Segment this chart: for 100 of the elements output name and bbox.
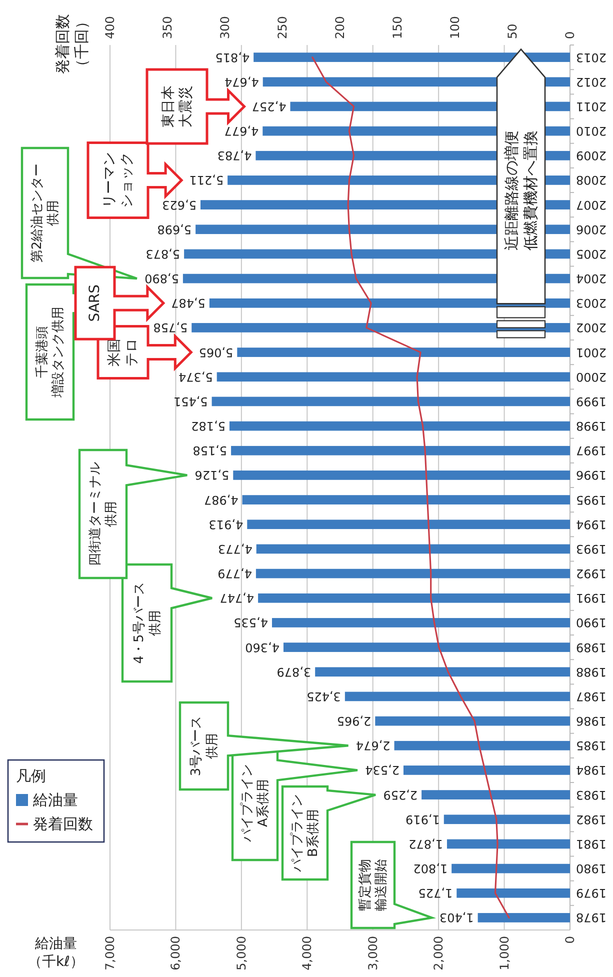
bar: [446, 839, 570, 849]
data-label: 1,872: [408, 836, 443, 851]
data-label: 4,913: [208, 517, 244, 532]
x-tick-label: 4,000: [300, 936, 314, 970]
legend-label: 給油量: [32, 791, 78, 809]
y-tick-label: 1981: [576, 836, 607, 851]
data-label: 4,535: [234, 616, 268, 630]
data-label: 4,257: [252, 99, 286, 114]
bar: [247, 520, 570, 530]
y-tick-label: 1986: [576, 714, 607, 728]
y-tick-label: 2013: [576, 50, 607, 64]
data-label: 4,677: [224, 124, 259, 138]
bar: [283, 642, 570, 652]
text: 第2給油センター供用: [29, 163, 61, 263]
x2-tick-label: 250: [276, 16, 290, 39]
x2-tick-label: 150: [390, 16, 404, 39]
y-tick-label: 2003: [576, 296, 607, 310]
bar: [452, 864, 570, 874]
data-label: 4,779: [218, 566, 252, 581]
y-tick-label: 2009: [576, 148, 607, 163]
y-tick-label: 1997: [576, 444, 607, 458]
data-label: 2,965: [336, 714, 372, 728]
bar: [272, 618, 570, 628]
data-label: 5,890: [144, 272, 179, 286]
y-tick-label: 2004: [576, 272, 607, 286]
y-tick-label: 1999: [576, 394, 607, 408]
y-tick-label: 2002: [576, 320, 607, 335]
y-tick-label: 2012: [576, 74, 607, 89]
data-label: 5,065: [198, 345, 234, 360]
y-tick-label: 2006: [576, 222, 607, 236]
data-label: 5,374: [178, 370, 213, 384]
data-label: 2,259: [383, 788, 418, 802]
x2-tick-label: 200: [333, 16, 347, 39]
data-label: 4,674: [224, 74, 259, 89]
y-tick-label: 2001: [576, 345, 607, 360]
bar: [375, 716, 570, 726]
y-tick-label: 1982: [576, 812, 607, 826]
data-label: 4,815: [215, 50, 250, 64]
bar: [315, 667, 570, 677]
data-label: 2,534: [365, 763, 400, 778]
y-tick-label: 2010: [576, 124, 607, 138]
bar: [394, 740, 570, 750]
y-tick-label: 1995: [576, 492, 607, 507]
y-tick-label: 1989: [576, 640, 607, 654]
data-label: 5,758: [153, 320, 188, 335]
x-tick-label: 6,000: [168, 936, 183, 970]
x-axis-title: 給油量（千kℓ）: [28, 936, 84, 970]
annotation: 4・5号バース供用: [131, 582, 163, 664]
x2-axis-title: 発着回数（千回）: [54, 14, 90, 74]
y-tick-label: 1991: [576, 591, 607, 606]
bar: [231, 446, 570, 456]
annotation: 東日本大震災: [160, 85, 194, 128]
x2-tick-label: 0: [563, 31, 577, 39]
bar: [256, 544, 570, 554]
data-label: 5,487: [171, 296, 206, 310]
bar: [258, 593, 570, 603]
y-tick-label: 1992: [576, 566, 607, 581]
data-label: 5,211: [189, 173, 224, 188]
y-tick-label: 1979: [576, 886, 607, 900]
annotation: 四街道ターミナル供用: [87, 462, 119, 566]
bar: [478, 913, 570, 922]
y-tick-label: 1984: [576, 763, 607, 778]
data-label: 4,747: [220, 591, 254, 606]
data-label: 4,987: [204, 492, 238, 507]
data-label: 3,425: [306, 689, 341, 704]
x-tick-label: 5,000: [234, 936, 248, 970]
data-label: 1,802: [413, 862, 448, 876]
y-tick-label: 2000: [576, 370, 607, 384]
y-tick-label: 1994: [576, 517, 607, 532]
y-tick-label: 1980: [576, 862, 607, 876]
data-label: 5,126: [194, 468, 230, 482]
bar: [444, 814, 570, 824]
annotation: リーマンショック: [101, 152, 135, 208]
data-label: 5,698: [157, 222, 192, 236]
x2-tick-label: 100: [448, 16, 462, 39]
data-label: 4,773: [218, 542, 252, 556]
data-label: 1,725: [418, 886, 453, 900]
annotation: 3号バース供用: [188, 716, 220, 776]
bar: [212, 396, 570, 406]
text: SARS: [87, 284, 103, 322]
bar: [344, 692, 570, 702]
y-tick-label: 2008: [576, 173, 607, 188]
data-label: 1,403: [439, 910, 474, 925]
bar: [216, 372, 570, 382]
y-tick-label: 1993: [576, 542, 607, 556]
x-tick-label: 0: [563, 936, 577, 944]
x2-tick-label: 50: [506, 24, 520, 39]
annotation: パイプラインA系供用: [239, 764, 271, 843]
y-tick-label: 1987: [576, 689, 607, 704]
bar: [237, 348, 570, 357]
data-label: 1,919: [406, 812, 440, 826]
x2-tick-label: 400: [103, 16, 117, 39]
bar: [229, 421, 570, 431]
data-label: 2,674: [356, 738, 390, 753]
annotation: 米国テロ: [106, 338, 140, 366]
data-label: 5,623: [162, 198, 196, 212]
x-tick-label: 7,000: [103, 936, 117, 970]
y-tick-label: 1988: [576, 664, 607, 679]
y-tick-label: 1998: [576, 419, 607, 434]
bar: [456, 888, 570, 898]
